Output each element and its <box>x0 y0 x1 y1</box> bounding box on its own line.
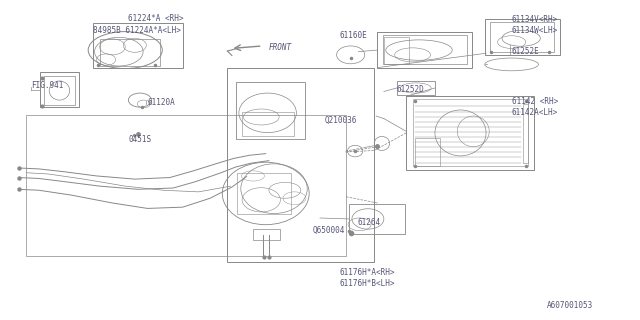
Text: Q210036: Q210036 <box>325 116 358 125</box>
Text: 61176H*B<LH>: 61176H*B<LH> <box>339 279 395 288</box>
Text: 61160E: 61160E <box>339 31 367 40</box>
Bar <box>236 82 305 139</box>
Bar <box>100 39 161 66</box>
Text: 84985B 61224A*A<LH>: 84985B 61224A*A<LH> <box>93 27 181 36</box>
Bar <box>253 229 280 240</box>
Bar <box>397 81 435 95</box>
Bar <box>26 116 346 256</box>
Text: 61134W<LH>: 61134W<LH> <box>511 27 558 36</box>
Text: 61176H*A<RH>: 61176H*A<RH> <box>339 268 395 277</box>
Bar <box>383 35 467 64</box>
Bar <box>484 19 560 55</box>
Bar <box>237 173 291 214</box>
Bar <box>406 96 534 170</box>
Bar <box>349 204 405 234</box>
Bar <box>523 104 528 163</box>
Text: 61264: 61264 <box>357 218 380 227</box>
Text: 61120A: 61120A <box>148 98 175 107</box>
Bar <box>413 100 527 166</box>
Text: 61134V<RH>: 61134V<RH> <box>511 15 558 24</box>
Text: FIG.941: FIG.941 <box>31 81 64 90</box>
Bar <box>44 76 75 105</box>
Text: 61142A<LH>: 61142A<LH> <box>511 108 558 117</box>
Text: Q650004: Q650004 <box>312 226 345 235</box>
Text: FRONT: FRONT <box>269 43 292 52</box>
Bar <box>40 72 79 108</box>
Text: A607001053: A607001053 <box>547 301 593 310</box>
Text: 61252D: 61252D <box>397 85 424 94</box>
Bar <box>378 32 472 68</box>
Text: 61252E: 61252E <box>511 47 540 56</box>
Bar <box>384 37 410 64</box>
Bar <box>415 138 440 166</box>
Text: 61142 <RH>: 61142 <RH> <box>511 97 558 106</box>
Bar <box>490 22 554 52</box>
Bar <box>227 68 374 262</box>
Bar <box>93 23 182 68</box>
Bar <box>242 112 294 136</box>
Text: 0451S: 0451S <box>129 135 152 144</box>
Text: 61224*A <RH>: 61224*A <RH> <box>129 14 184 23</box>
